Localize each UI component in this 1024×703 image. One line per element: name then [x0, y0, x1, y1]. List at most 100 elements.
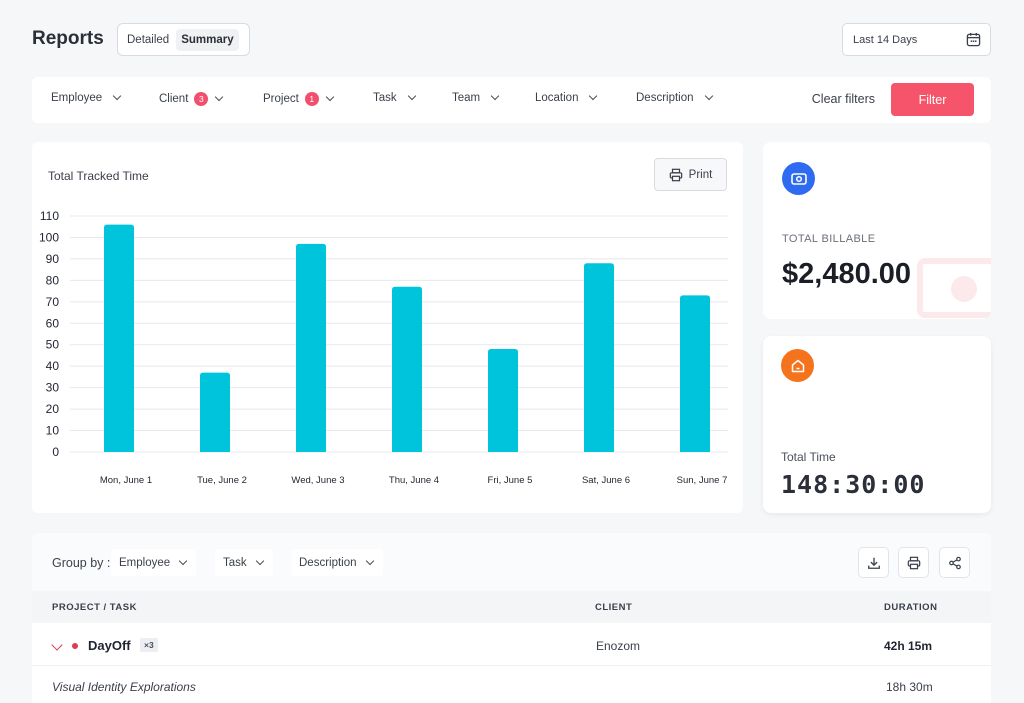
- bar[interactable]: [584, 263, 614, 452]
- chevron-down-icon: [215, 92, 224, 102]
- project-client: Enozom: [596, 639, 641, 653]
- filter-description[interactable]: Description: [636, 91, 713, 104]
- x-tick-label: Thu, June 4: [389, 475, 439, 486]
- task-name: Visual Identity Explorations: [52, 680, 196, 694]
- filter-client[interactable]: Client 3: [159, 92, 224, 106]
- total-time-value: 148:30:00: [781, 470, 926, 499]
- chart-title: Total Tracked Time: [48, 169, 149, 183]
- group-select-task[interactable]: Task: [215, 549, 273, 576]
- y-tick-label: 0: [52, 445, 59, 459]
- total-billable-label: TOTAL BILLABLE: [782, 233, 876, 245]
- filter-team[interactable]: Team: [452, 91, 500, 104]
- bar[interactable]: [392, 286, 422, 452]
- filter-description-label: Description: [636, 92, 694, 104]
- print-table-button[interactable]: [898, 547, 929, 578]
- y-tick-label: 80: [46, 273, 60, 287]
- share-button[interactable]: [939, 547, 970, 578]
- y-tick-label: 60: [46, 316, 60, 330]
- x-tick-label: Sun, June 7: [677, 475, 728, 486]
- date-range-picker[interactable]: Last 14 Days: [842, 23, 991, 56]
- group-by-label: Group by :: [52, 556, 111, 570]
- calendar-icon: [966, 32, 981, 47]
- chevron-down-icon: [365, 556, 374, 565]
- y-tick-label: 40: [46, 359, 60, 373]
- project-name: DayOff: [88, 638, 131, 653]
- y-tick-label: 30: [46, 381, 60, 395]
- column-header-project-task[interactable]: PROJECT / TASK: [52, 602, 137, 613]
- bar-chart: 0 10 20 30 40 50 60 70 80 90 100 110 Mon, June 1 Tue,…: [39, 209, 728, 486]
- filter-task-label: Task: [373, 92, 397, 104]
- filter-location[interactable]: Location: [535, 91, 598, 104]
- group-select-description[interactable]: Description: [291, 549, 383, 576]
- page-title: Reports: [32, 28, 104, 49]
- x-tick-label: Mon, June 1: [100, 475, 152, 486]
- group-select-task-label: Task: [223, 556, 247, 569]
- project-color-dot: [72, 643, 78, 649]
- bar[interactable]: [200, 372, 230, 452]
- money-watermark-icon: [917, 258, 991, 318]
- chevron-down-icon: [704, 91, 713, 101]
- date-range-label: Last 14 Days: [853, 33, 918, 46]
- filter-bar: Employee Client 3 Project 1 Task Team Loca…: [32, 77, 991, 123]
- y-tick-label: 100: [39, 230, 59, 244]
- print-button[interactable]: Print: [654, 158, 727, 191]
- chevron-down-icon: [407, 91, 416, 101]
- y-tick-label: 110: [40, 209, 59, 223]
- chevron-down-icon: [178, 556, 188, 565]
- filter-project-count-badge: 1: [304, 92, 319, 106]
- filter-project[interactable]: Project 1: [263, 92, 335, 106]
- bar[interactable]: [296, 243, 326, 452]
- x-tick-label: Wed, June 3: [291, 475, 344, 486]
- filter-project-label: Project: [263, 93, 299, 105]
- x-tick-label: Tue, June 2: [197, 475, 247, 486]
- tracked-time-chart-card: 0 10 20 30 40 50 60 70 80 90 100 110 Mon, June 1 Tue,…: [32, 142, 743, 513]
- group-select-employee[interactable]: Employee: [111, 549, 197, 576]
- bar[interactable]: [104, 224, 134, 452]
- home-icon: [781, 349, 814, 382]
- bar[interactable]: [488, 349, 518, 452]
- chevron-down-icon: [325, 92, 335, 102]
- column-header-duration[interactable]: DURATION: [884, 602, 938, 613]
- report-table-card: Group by : Employee Task Description: [32, 533, 991, 703]
- chevron-down-icon: [589, 91, 598, 101]
- y-tick-label: 50: [46, 338, 60, 352]
- print-icon: [907, 556, 920, 569]
- chevron-down-icon: [490, 91, 500, 101]
- total-billable-value: $2,480.00: [782, 258, 912, 290]
- filter-team-label: Team: [452, 92, 481, 104]
- group-by-toolbar: Group by : Employee Task Description: [32, 533, 991, 591]
- task-duration: 18h 30m: [886, 680, 933, 694]
- expand-chevron-icon[interactable]: [51, 639, 63, 651]
- group-select-description-label: Description: [299, 556, 357, 569]
- table-row[interactable]: DayOff ×3 Enozom 42h 15m: [32, 625, 991, 666]
- table-row[interactable]: Visual Identity Explorations 18h 30m: [32, 667, 991, 703]
- filter-button[interactable]: Filter: [891, 83, 974, 116]
- download-icon: [867, 557, 880, 569]
- total-time-card: Total Time 148:30:00: [763, 336, 991, 513]
- y-tick-label: 70: [46, 295, 60, 309]
- y-tick-label: 20: [46, 402, 60, 416]
- view-option-detailed[interactable]: Detailed: [127, 33, 170, 46]
- view-option-summary[interactable]: Summary: [176, 28, 239, 51]
- chevron-down-icon: [255, 556, 264, 565]
- filter-employee[interactable]: Employee: [51, 91, 122, 104]
- bar[interactable]: [680, 295, 710, 452]
- group-select-employee-label: Employee: [119, 556, 171, 569]
- share-icon: [948, 556, 961, 569]
- table-header: PROJECT / TASK CLIENT DURATION: [32, 591, 991, 623]
- download-button[interactable]: [858, 547, 889, 578]
- x-tick-label: Fri, June 5: [488, 475, 533, 486]
- filter-location-label: Location: [535, 92, 579, 104]
- clear-filters-link[interactable]: Clear filters: [811, 92, 875, 106]
- printer-icon: [669, 168, 682, 181]
- filter-task[interactable]: Task: [373, 91, 416, 104]
- column-header-client[interactable]: CLIENT: [595, 602, 633, 613]
- view-toggle: Detailed Summary: [117, 23, 250, 56]
- task-count-badge: ×3: [140, 638, 158, 652]
- filter-client-label: Client: [159, 93, 189, 105]
- filter-client-count-badge: 3: [194, 92, 209, 106]
- top-bar: Reports Detailed Summary Last 14 Days: [32, 22, 991, 56]
- print-button-label: Print: [688, 168, 713, 181]
- y-tick-label: 10: [46, 424, 60, 438]
- chevron-down-icon: [112, 91, 122, 101]
